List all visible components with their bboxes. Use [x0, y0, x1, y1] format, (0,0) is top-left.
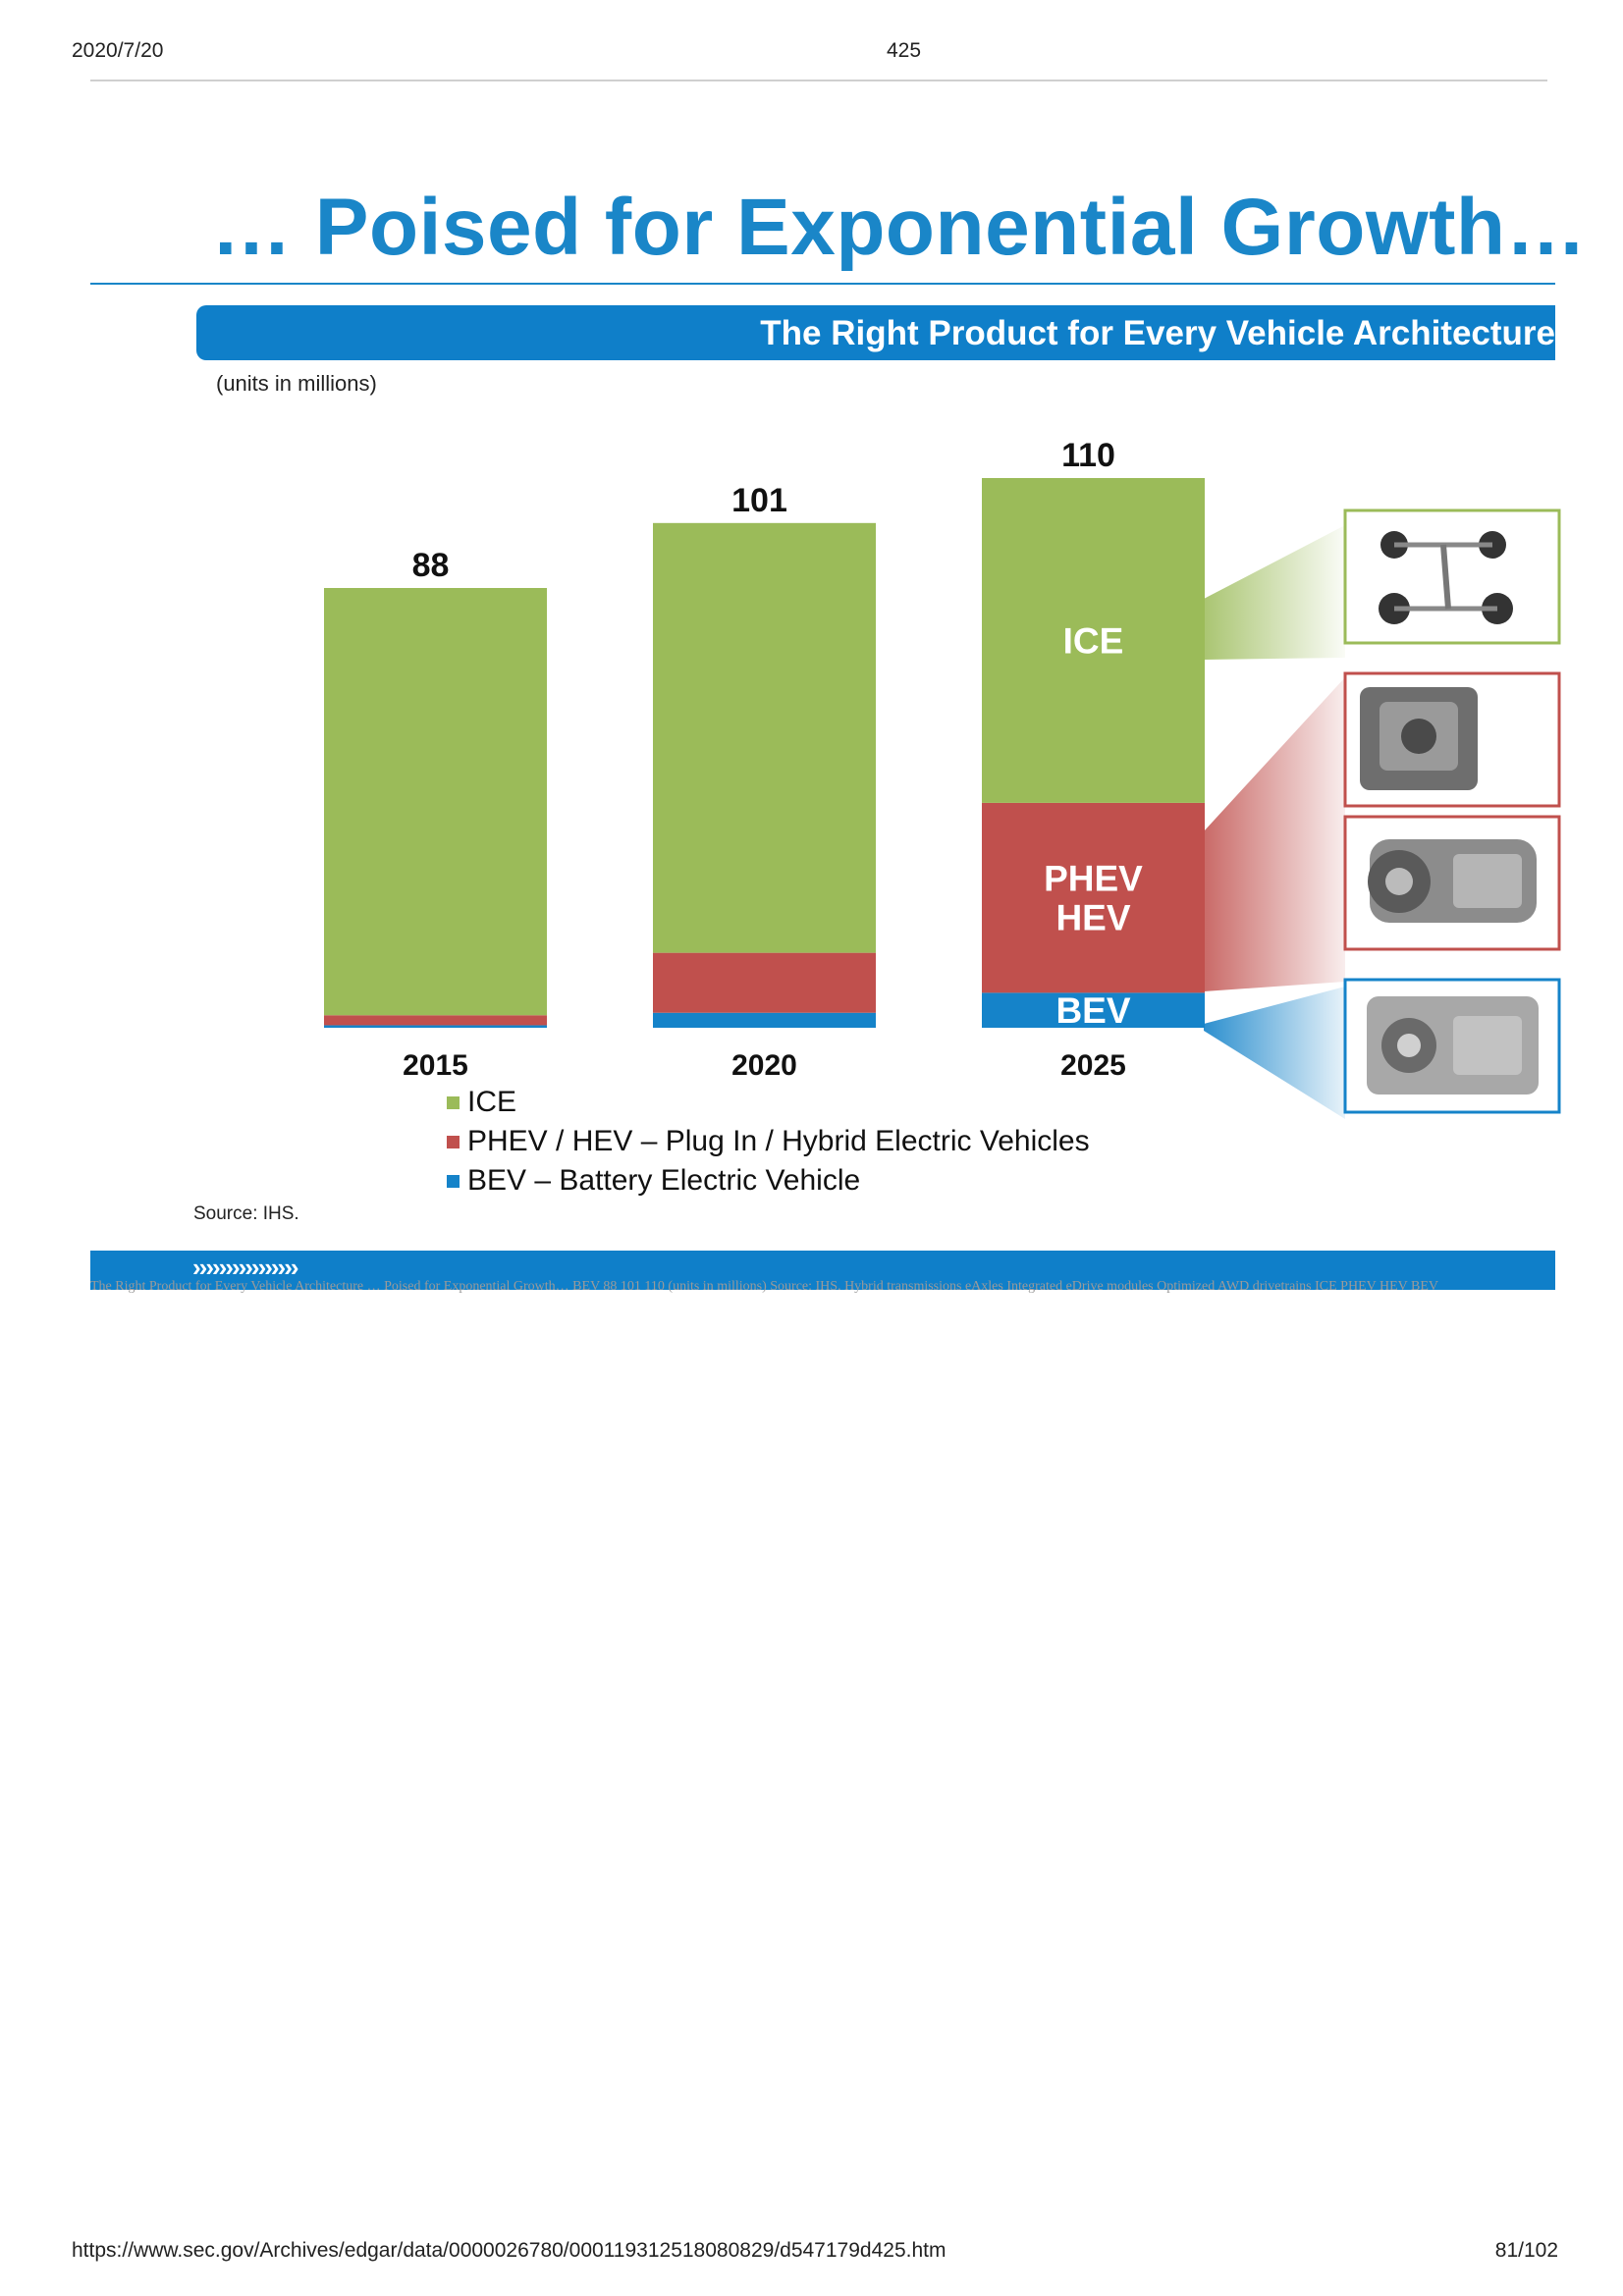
- slide-footer-bar: [90, 1251, 1555, 1290]
- page-count: 81/102: [1494, 2239, 1558, 2262]
- title-divider: [90, 283, 1555, 285]
- segment-label-ice: ICE: [1063, 620, 1124, 661]
- awd-drivetrain-image: [1343, 508, 1561, 645]
- bar-total-2025: 110: [1061, 437, 1115, 474]
- page-url-link[interactable]: https://www.sec.gov/Archives/edgar/data/…: [72, 2239, 947, 2262]
- legend-swatch-bev: [447, 1174, 460, 1188]
- product-images-panel: [1204, 508, 1561, 1119]
- bar-ice-2020: [653, 522, 876, 953]
- bar-phev-hev-2025: [982, 802, 1205, 993]
- x-tick-label-2025: 2025: [1060, 1049, 1126, 1082]
- bar-total-2020: 101: [731, 482, 787, 519]
- source-note: Source: IHS.: [193, 1203, 299, 1224]
- eaxle-image: [1343, 815, 1561, 951]
- x-tick-label-2015: 2015: [403, 1049, 468, 1082]
- legend-item-phev-hev: PHEV / HEV – Plug In / Hybrid Electric V…: [447, 1125, 1090, 1158]
- header-doc-number: 425: [887, 39, 922, 62]
- hybrid-transmission-image: [1343, 671, 1561, 808]
- bar-phev-hev-2015: [324, 1015, 547, 1026]
- hybrid-connector: [1204, 677, 1345, 991]
- legend-label-ice: ICE: [467, 1086, 517, 1118]
- legend-label-bev: BEV – Battery Electric Vehicle: [467, 1164, 861, 1197]
- header-divider: [90, 80, 1547, 81]
- legend-swatch-phev-hev: [447, 1135, 460, 1148]
- slide-alt-text: The Right Product for Every Vehicle Arch…: [90, 1279, 1438, 1294]
- units-note: (units in millions): [216, 371, 377, 396]
- x-tick-label-2020: 2020: [731, 1049, 797, 1082]
- bar-ice-2025: [982, 478, 1205, 803]
- footer-chevrons: ››››››››››››››››: [192, 1253, 299, 1282]
- legend-item-bev: BEV – Battery Electric Vehicle: [447, 1164, 1090, 1198]
- bev-connector: [1204, 987, 1345, 1119]
- legend-label-phev-hev: PHEV / HEV – Plug In / Hybrid Electric V…: [467, 1125, 1090, 1157]
- bar-bev-2025: [982, 992, 1205, 1028]
- legend-swatch-ice: [447, 1095, 460, 1109]
- segment-label-phev-hev: PHEV HEV: [1044, 859, 1143, 938]
- chart-legend: ICE PHEV / HEV – Plug In / Hybrid Electr…: [447, 1086, 1090, 1198]
- bar-chart: 88 2015 101 2020 BEV PHEV HEV ICE 110 2025: [324, 437, 1205, 1082]
- banner-text: The Right Product for Every Vehicle Arch…: [760, 314, 1555, 352]
- bar-ice-2015: [324, 588, 547, 1016]
- ice-connector: [1204, 525, 1345, 660]
- segment-label-bev: BEV: [1055, 990, 1130, 1031]
- bar-phev-hev-2020: [653, 952, 876, 1013]
- legend-item-ice: ICE: [447, 1086, 1090, 1119]
- bar-bev-2020: [653, 1012, 876, 1028]
- slide-title: … Poised for Exponential Growth…: [211, 183, 1587, 272]
- edrive-module-image: [1343, 978, 1561, 1114]
- bar-bev-2015: [324, 1025, 547, 1028]
- header-date: 2020/7/20: [72, 39, 164, 62]
- banner: The Right Product for Every Vehicle Arch…: [196, 305, 1555, 360]
- bar-total-2015: 88: [412, 547, 450, 584]
